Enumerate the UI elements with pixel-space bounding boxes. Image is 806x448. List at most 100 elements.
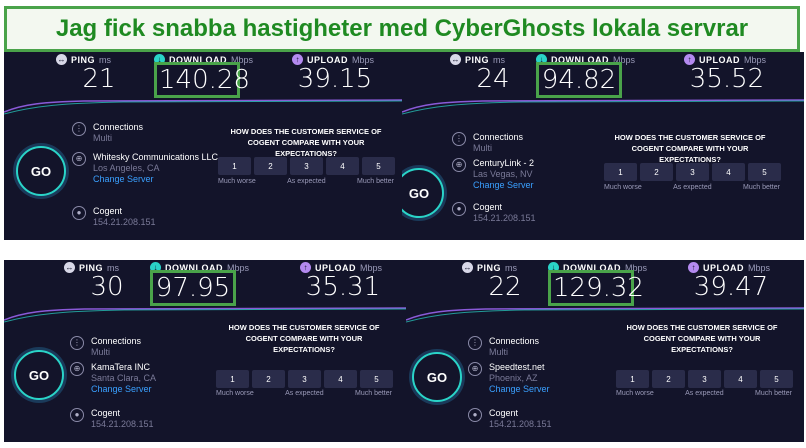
rating-button-3[interactable]: 3 <box>688 370 721 388</box>
download-metric: ↓ DOWNLOAD Mbps 97.95 <box>150 260 260 318</box>
connections-mode: Multi <box>473 143 493 153</box>
isp-info: ● Cogent 154.21.208.151 <box>70 408 154 430</box>
connections-icon: ⋮ <box>70 336 84 350</box>
download-graph-line <box>4 308 406 323</box>
ping-value: 21 <box>82 64 116 94</box>
globe-icon: ⊕ <box>70 362 84 376</box>
much-worse-label: Much worse <box>604 184 642 191</box>
upload-unit: Mbps <box>744 54 767 65</box>
user-icon: ● <box>70 408 84 422</box>
download-value: 97.95 <box>150 270 236 306</box>
download-metric: ↓ DOWNLOAD Mbps 140.28 <box>154 52 264 110</box>
speedtest-panel: ↔ PING ms 21 ↓ DOWNLOAD Mbps 140.28 ↑ UP… <box>4 52 402 240</box>
rating-button-1[interactable]: 1 <box>218 157 251 175</box>
rating-button-2[interactable]: 2 <box>652 370 685 388</box>
download-unit: Mbps <box>625 262 648 273</box>
go-button[interactable]: GO <box>412 352 462 402</box>
upload-unit: Mbps <box>352 54 375 65</box>
upload-graph-line <box>406 307 804 321</box>
rating-button-4[interactable]: 4 <box>712 163 745 181</box>
server-location: Las Vegas, NV <box>473 169 533 179</box>
isp-name: Cogent <box>91 408 121 418</box>
upload-icon: ↑ <box>292 54 303 65</box>
rating-button-3[interactable]: 3 <box>288 370 321 388</box>
ping-label: PING <box>465 54 490 65</box>
survey-question: HOW DOES THE CUSTOMER SERVICE OF COGENT … <box>228 323 380 354</box>
rating-button-4[interactable]: 4 <box>324 370 357 388</box>
as-expected-label: As expected <box>673 184 712 191</box>
change-server-link[interactable]: Change Server <box>489 384 550 394</box>
rating-button-5[interactable]: 5 <box>748 163 781 181</box>
rating-buttons: 1 2 3 4 5 <box>218 157 395 175</box>
rating-button-5[interactable]: 5 <box>360 370 393 388</box>
rating-button-5[interactable]: 5 <box>760 370 793 388</box>
download-unit: Mbps <box>231 54 254 65</box>
download-unit: Mbps <box>227 262 250 273</box>
change-server-link[interactable]: Change Server <box>91 384 152 394</box>
upload-icon: ↑ <box>684 54 695 65</box>
rating-button-4[interactable]: 4 <box>724 370 757 388</box>
go-button[interactable]: GO <box>14 350 64 400</box>
rating-button-2[interactable]: 2 <box>640 163 673 181</box>
ping-metric: ↔ PING ms 21 <box>56 52 166 110</box>
connections-mode: Multi <box>93 133 113 143</box>
upload-label: UPLOAD <box>703 262 744 273</box>
go-button[interactable]: GO <box>16 146 66 196</box>
upload-label: UPLOAD <box>315 262 356 273</box>
much-better-label: Much better <box>355 390 392 397</box>
rating-scale-labels: Much worse As expected Much better <box>218 178 394 185</box>
upload-icon: ↑ <box>688 262 699 273</box>
rating-button-3[interactable]: 3 <box>676 163 709 181</box>
speed-graph <box>4 99 402 115</box>
server-provider: CenturyLink - 2 <box>473 158 535 168</box>
server-provider: KamaTera INC <box>91 362 151 372</box>
as-expected-label: As expected <box>285 390 324 397</box>
upload-graph-line <box>4 99 402 113</box>
rating-button-1[interactable]: 1 <box>216 370 249 388</box>
ip-address: 154.21.208.151 <box>489 419 552 429</box>
rating-button-2[interactable]: 2 <box>254 157 287 175</box>
change-server-link[interactable]: Change Server <box>473 180 534 190</box>
connections-label: Connections <box>93 122 144 132</box>
ip-address: 154.21.208.151 <box>473 213 536 223</box>
rating-button-2[interactable]: 2 <box>252 370 285 388</box>
isp-info: ● Cogent 154.21.208.151 <box>72 206 156 228</box>
ping-icon: ↔ <box>450 54 461 65</box>
much-better-label: Much better <box>357 178 394 185</box>
isp-info: ● Cogent 154.21.208.151 <box>468 408 552 430</box>
go-button[interactable]: GO <box>402 168 444 218</box>
ping-label: PING <box>71 54 96 65</box>
ping-icon: ↔ <box>462 262 473 273</box>
download-icon: ↓ <box>154 54 165 65</box>
as-expected-label: As expected <box>287 178 326 185</box>
much-worse-label: Much worse <box>616 390 654 397</box>
much-better-label: Much better <box>755 390 792 397</box>
rating-button-1[interactable]: 1 <box>604 163 637 181</box>
download-metric: ↓ DOWNLOAD Mbps 94.82 <box>536 52 646 110</box>
upload-value: 35.31 <box>305 272 381 302</box>
download-metric: ↓ DOWNLOAD Mbps 129.32 <box>548 260 658 318</box>
change-server-link[interactable]: Change Server <box>93 174 154 184</box>
upload-graph-line <box>4 307 406 321</box>
ping-metric: ↔ PING ms 30 <box>64 260 174 318</box>
upload-metric: ↑ UPLOAD Mbps 35.52 <box>684 52 794 110</box>
rating-button-3[interactable]: 3 <box>290 157 323 175</box>
speed-graph <box>406 307 804 323</box>
connections-label: Connections <box>473 132 524 142</box>
download-graph-line <box>402 100 804 115</box>
server-location: Los Angeles, CA <box>93 163 160 173</box>
server-location: Santa Clara, CA <box>91 373 157 383</box>
rating-button-5[interactable]: 5 <box>362 157 395 175</box>
rating-buttons: 1 2 3 4 5 <box>216 370 393 388</box>
upload-metric: ↑ UPLOAD Mbps 39.47 <box>688 260 798 318</box>
much-better-label: Much better <box>743 184 780 191</box>
server-location: Phoenix, AZ <box>489 373 538 383</box>
download-label: DOWNLOAD <box>165 262 223 273</box>
rating-button-1[interactable]: 1 <box>616 370 649 388</box>
download-label: DOWNLOAD <box>551 54 609 65</box>
download-value: 94.82 <box>536 62 622 98</box>
upload-unit: Mbps <box>748 262 771 273</box>
rating-button-4[interactable]: 4 <box>326 157 359 175</box>
server-info: ⊕ CenturyLink - 2 Las Vegas, NV Change S… <box>452 158 534 191</box>
download-icon: ↓ <box>548 262 559 273</box>
